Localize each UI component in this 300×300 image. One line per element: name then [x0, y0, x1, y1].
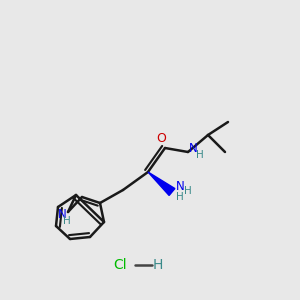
Text: H: H: [184, 186, 192, 196]
Text: Cl: Cl: [113, 258, 127, 272]
Text: N: N: [58, 208, 66, 220]
Text: H: H: [176, 192, 184, 202]
Polygon shape: [148, 172, 175, 196]
Text: N: N: [189, 142, 197, 154]
Text: H: H: [63, 216, 71, 226]
Text: O: O: [156, 133, 166, 146]
Text: N: N: [176, 181, 184, 194]
Text: H: H: [196, 150, 204, 160]
Text: H: H: [153, 258, 163, 272]
